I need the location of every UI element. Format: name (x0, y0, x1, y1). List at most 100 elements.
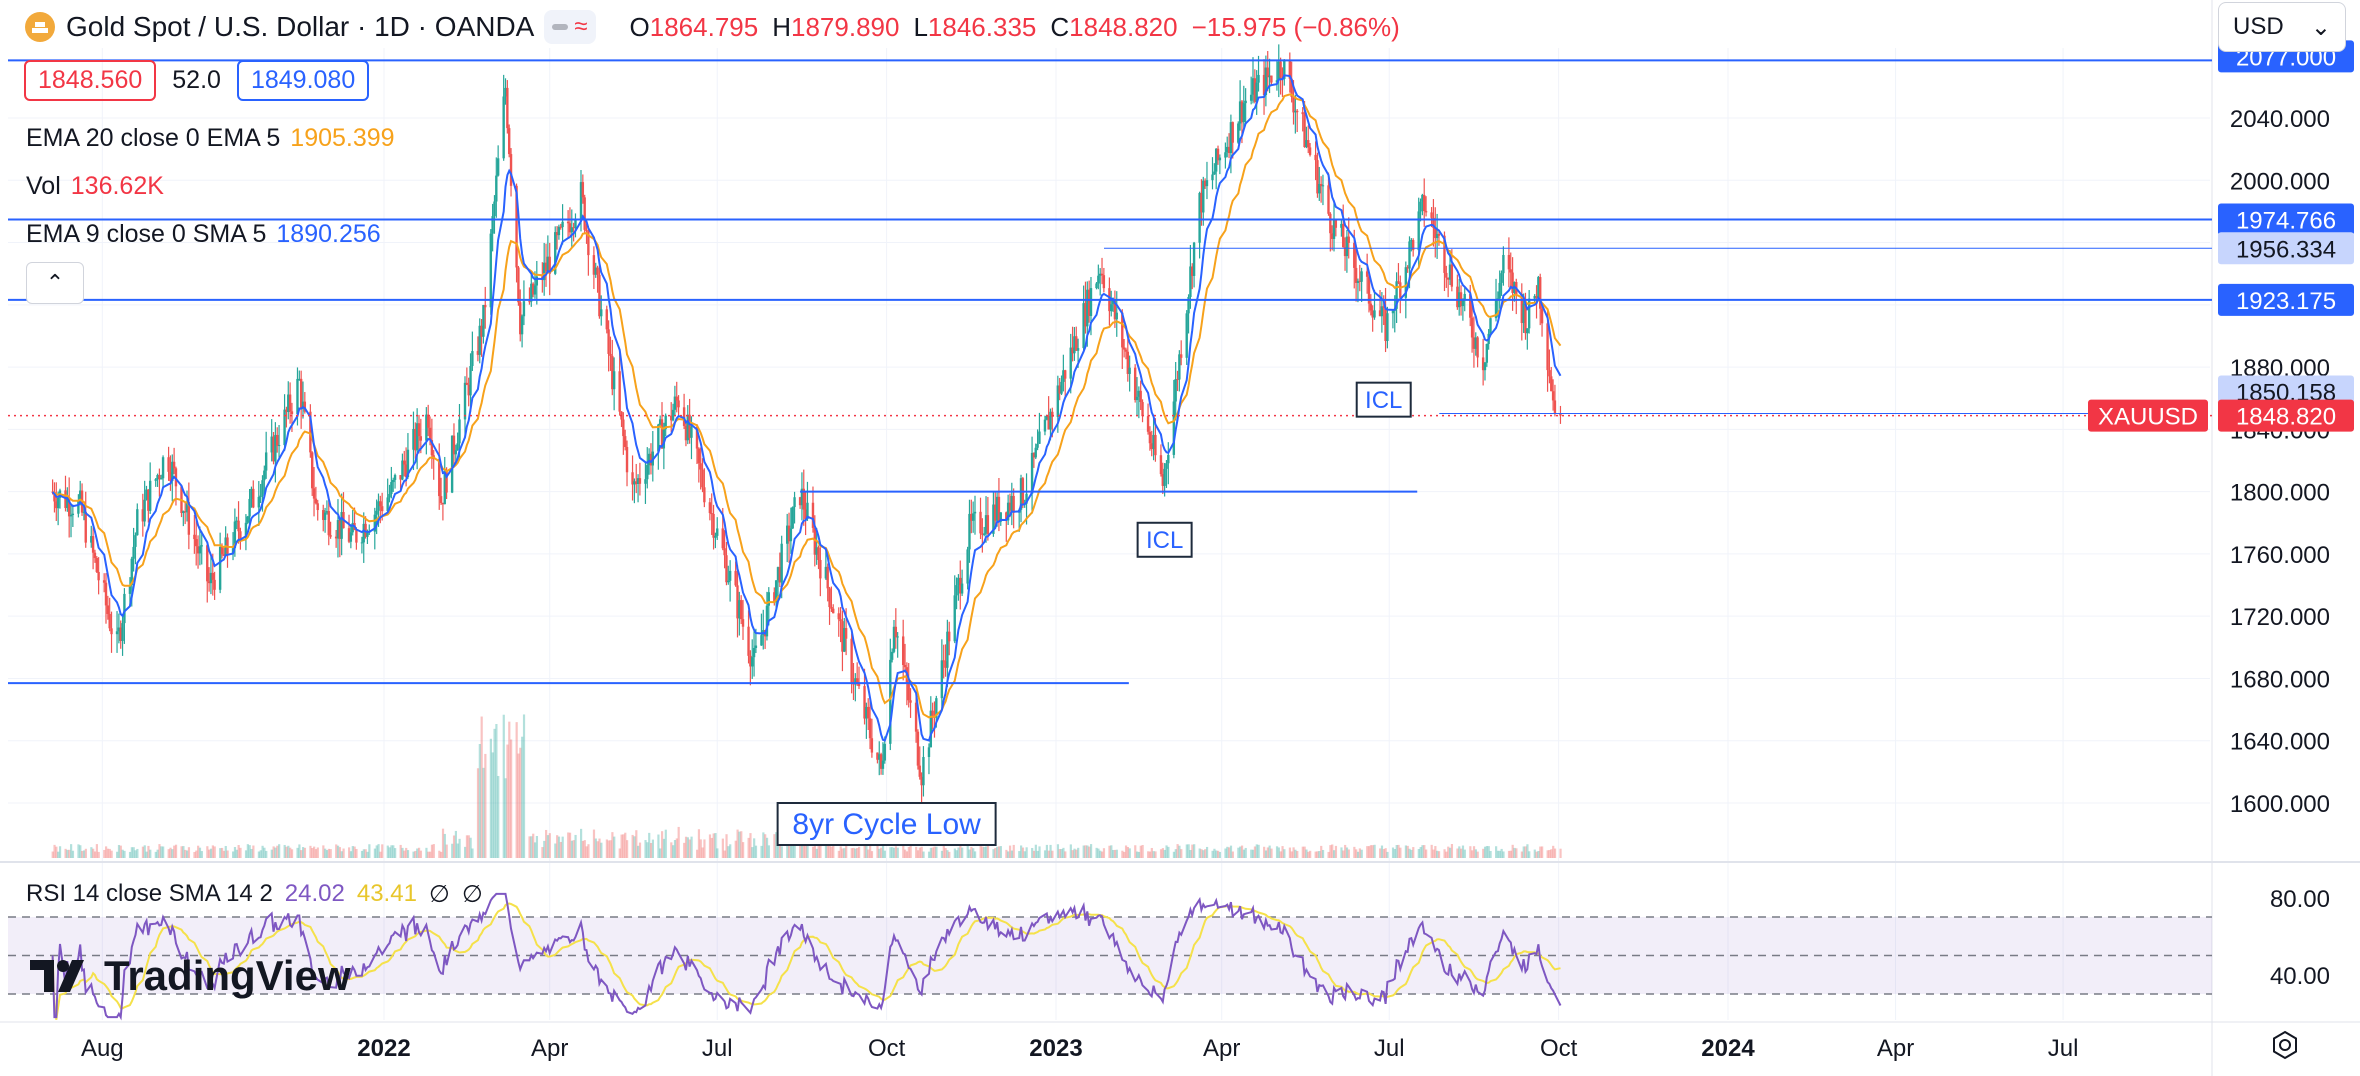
axis-tag-1974-bg[interactable] (2218, 203, 2354, 236)
volume-bar (931, 847, 934, 858)
cycle-low-annotation-box[interactable] (776, 802, 997, 846)
candle-body (1437, 233, 1441, 236)
icl-annotation-jun-box[interactable] (1355, 381, 1412, 418)
volume-bar (909, 845, 912, 858)
candle-body (863, 686, 866, 719)
volume-bar (754, 845, 758, 858)
candle-body (1268, 75, 1271, 78)
volume-bar (1165, 845, 1168, 858)
candle-body (1397, 281, 1400, 283)
ohlc-high-key: H (772, 11, 791, 42)
candle-body (1165, 463, 1168, 469)
sell-price-button[interactable]: 1848.560 (24, 60, 157, 101)
ema9-legend[interactable]: EMA 9 close 0 SMA 5 1890.256 (26, 220, 381, 249)
symbol-title[interactable]: Gold Spot / U.S. Dollar · 1D · OANDA (66, 11, 535, 42)
volume-bar (285, 846, 288, 858)
candle-body (555, 232, 559, 236)
volume-bar (1305, 849, 1308, 858)
candle-body (360, 542, 364, 544)
candle-body (1408, 241, 1411, 269)
ohlc-open-key: O (629, 11, 650, 42)
volume-bar (438, 850, 441, 858)
candle-body (1424, 211, 1428, 213)
candle-body (889, 659, 892, 744)
candle-body (622, 419, 625, 437)
volume-bar (451, 843, 454, 858)
candle-body (456, 443, 459, 451)
chart-settings-button[interactable] (2270, 1030, 2300, 1068)
candle-body (419, 436, 423, 441)
volume-bar (209, 848, 213, 858)
axis-tag-1850-bg[interactable] (2218, 375, 2354, 408)
tradingview-logo[interactable]: TradingView (30, 952, 351, 1000)
candle-body (857, 683, 861, 687)
volume-bar (108, 848, 111, 858)
volume-bar (187, 847, 191, 858)
candle-body (1329, 213, 1332, 234)
volume-bar (1404, 845, 1408, 858)
volume-bar (1469, 846, 1472, 858)
collapse-legend-button[interactable]: ⌃ (26, 262, 84, 304)
volume-bar (723, 850, 726, 858)
volume-bar (786, 835, 789, 858)
symbol-tag-bg[interactable] (2088, 399, 2208, 432)
volume-bar (377, 844, 380, 858)
volume-bar (313, 846, 316, 858)
volume-bar (1461, 845, 1465, 858)
volume-bar (197, 845, 200, 858)
volume-bar (287, 845, 290, 858)
volume-bar (325, 850, 329, 858)
volume-bar (495, 724, 498, 858)
axis-tag-current-bg[interactable] (2218, 399, 2354, 432)
volume-bar (1482, 848, 1485, 858)
volume-bar (1548, 849, 1551, 858)
ema20-legend[interactable]: EMA 20 close 0 EMA 5 1905.399 (26, 124, 395, 153)
axis-tag-1923-bg[interactable] (2218, 283, 2354, 316)
candle-body (1237, 123, 1240, 143)
volume-bar (1546, 850, 1549, 858)
market-status-pill[interactable]: ≈ (544, 10, 596, 44)
axis-tag-1956-bg[interactable] (2218, 232, 2354, 265)
volume-bar (832, 844, 835, 858)
volume-bar (1463, 849, 1466, 858)
volume-bar (559, 841, 562, 858)
volume-bar (58, 846, 62, 858)
candle-body (169, 471, 172, 482)
candle-body (430, 440, 434, 456)
volume-bar (1266, 847, 1269, 858)
candle-body (1537, 277, 1540, 298)
candle-body (130, 558, 133, 585)
candle-body (393, 475, 397, 480)
rsi-legend[interactable]: RSI 14 close SMA 14 2 24.02 43.41 ∅ ∅ (26, 880, 483, 909)
volume-bar (429, 851, 432, 858)
candle-body (233, 521, 237, 549)
volume-bar (1511, 844, 1514, 858)
volume-bar (1533, 849, 1536, 858)
icl-annotation-mar-box[interactable] (1136, 521, 1193, 558)
candle-body (612, 371, 616, 390)
candle-body (515, 185, 518, 268)
candle-body (250, 488, 253, 499)
volume-bar (922, 851, 925, 858)
candle-body (1290, 78, 1293, 97)
candle-body (160, 478, 163, 480)
volume-bar (1450, 844, 1454, 858)
currency-select[interactable]: USD ⌄ (2218, 2, 2346, 52)
volume-bar (244, 850, 248, 858)
candle-body (506, 87, 509, 129)
volume-bar (1049, 844, 1052, 858)
volume-bar (1526, 844, 1529, 858)
candle-body (631, 472, 634, 485)
buy-price-button[interactable]: 1849.080 (236, 60, 370, 101)
candle-body (467, 384, 470, 396)
candle-body (183, 511, 187, 513)
candle-body (1095, 283, 1098, 289)
volume-bar (811, 846, 815, 858)
candle-body (161, 457, 165, 479)
volume-bar (1217, 850, 1220, 858)
volume-bar (465, 835, 469, 858)
candle-body (1360, 271, 1363, 282)
volume-legend[interactable]: Vol 136.62K (26, 172, 164, 201)
